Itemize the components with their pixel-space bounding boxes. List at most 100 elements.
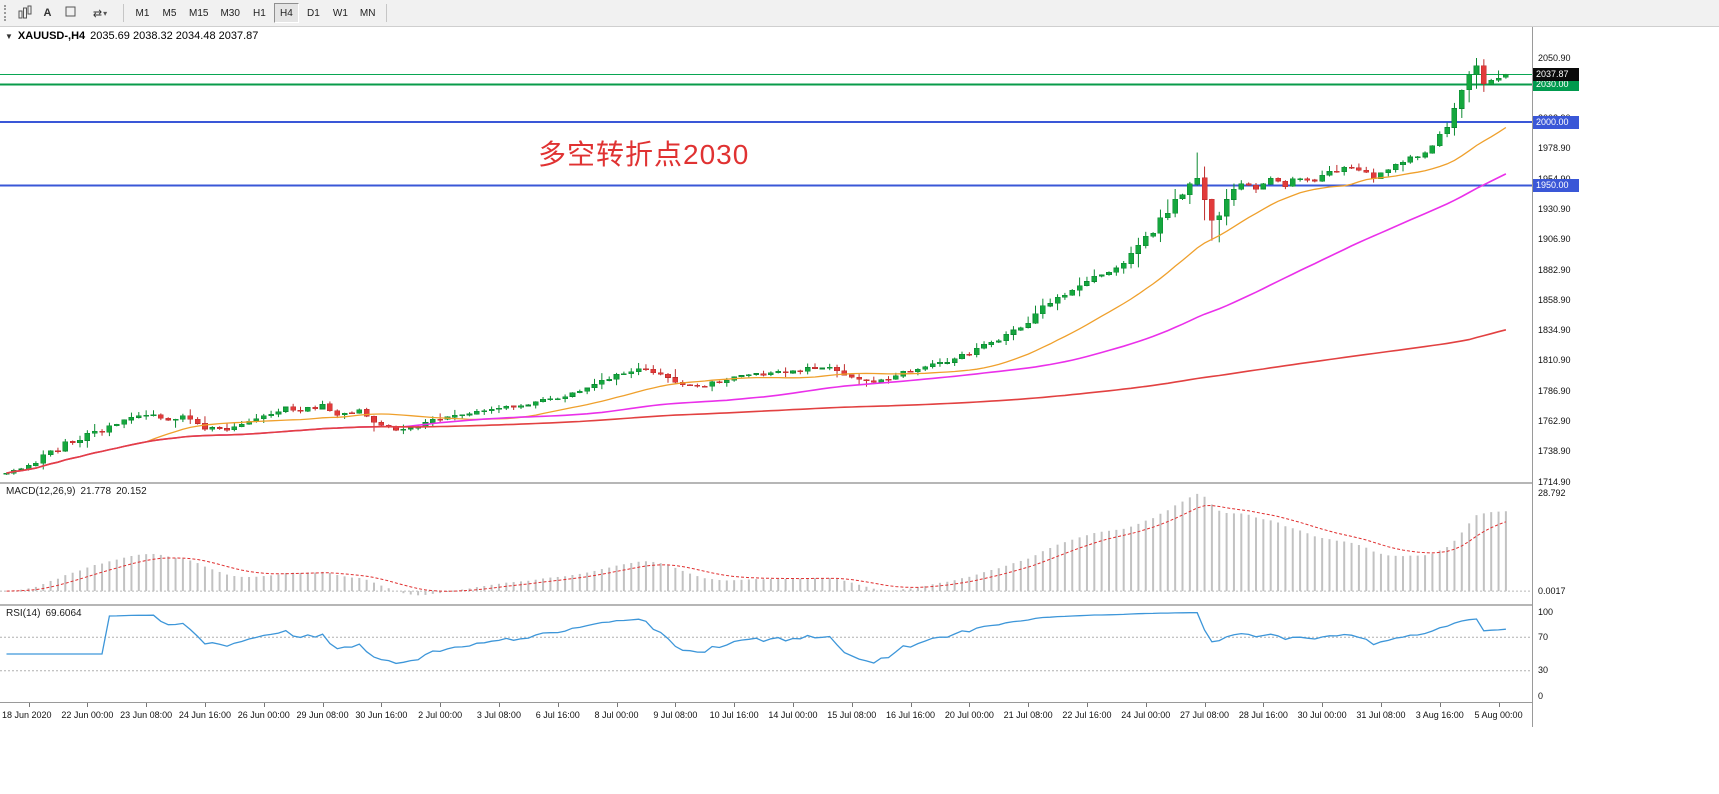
- pane-splitter[interactable]: [0, 482, 1719, 484]
- time-axis-border: [0, 702, 1719, 703]
- chart-title: ▼ XAUUSD-,H4 2035.69 2038.32 2034.48 203…: [5, 30, 258, 42]
- time-tick: [1204, 703, 1206, 707]
- time-axis-label: 8 Jul 00:00: [594, 710, 639, 720]
- time-tick: [28, 703, 30, 707]
- level-2030-badge: 2030.00: [1533, 77, 1579, 91]
- rsi-pane[interactable]: RSI(14) 69.6064: [0, 606, 1532, 702]
- text-tool-icon: A: [43, 7, 52, 19]
- cycle-symbols-button[interactable]: ⇄ ▾: [82, 3, 118, 24]
- macd-signal-value: 20.152: [116, 486, 147, 497]
- level-2000-badge: 2000.00: [1533, 115, 1579, 129]
- time-axis-label: 29 Jun 08:00: [296, 710, 349, 720]
- time-axis[interactable]: 18 Jun 2020 22 Jun 00:00 23 Jun 08:00 24 Ju…: [0, 703, 1532, 727]
- time-axis-label: 20 Jul 00:00: [944, 710, 994, 720]
- time-axis-label: 23 Jun 08:00: [120, 710, 173, 720]
- pane-splitter[interactable]: [0, 604, 1719, 606]
- cycle-arrows-icon: ⇄: [92, 7, 103, 20]
- time-axis-label: 28 Jul 16:00: [1238, 710, 1288, 720]
- text-tool-button[interactable]: A: [36, 3, 59, 24]
- toolbar-separator: [386, 4, 388, 22]
- shapes-button[interactable]: [59, 3, 82, 24]
- timeframe-button-mn[interactable]: MN: [355, 3, 381, 23]
- time-axis-label: 27 Jul 08:00: [1180, 710, 1230, 720]
- timeframe-button-h1[interactable]: H1: [247, 3, 272, 23]
- price-axis-label: 1978.90: [1538, 143, 1571, 154]
- rsi-axis-label: 100: [1538, 606, 1554, 617]
- price-axis-label: 2050.90: [1538, 52, 1571, 63]
- macd-label: MACD(12,26,9) 21.778 20.152: [6, 486, 152, 497]
- time-axis-label: 30 Jul 00:00: [1297, 710, 1347, 720]
- toolbar-grip[interactable]: [4, 5, 8, 21]
- time-tick: [1086, 703, 1088, 707]
- time-axis-label: 2 Jul 00:00: [418, 710, 463, 720]
- time-tick: [734, 703, 736, 707]
- time-tick: [557, 703, 559, 707]
- rsi-value: 69.6064: [45, 608, 82, 619]
- time-tick: [616, 703, 618, 707]
- price-axis-label: 1882.90: [1538, 264, 1571, 275]
- time-axis-label: 9 Jul 08:00: [653, 710, 698, 720]
- price-axis-label: 1810.90: [1538, 355, 1571, 366]
- time-tick: [969, 703, 971, 707]
- time-tick: [1322, 703, 1324, 707]
- time-tick: [1380, 703, 1382, 707]
- timeframe-button-m30[interactable]: M30: [215, 3, 244, 23]
- macd-pane[interactable]: MACD(12,26,9) 21.778 20.152: [0, 484, 1532, 604]
- time-axis-label: 3 Jul 08:00: [476, 710, 521, 720]
- price-axis-label: 1930.90: [1538, 203, 1571, 214]
- time-tick: [1498, 703, 1500, 707]
- timeframe-button-m1[interactable]: M1: [130, 3, 155, 23]
- collapse-arrow-icon[interactable]: ▼: [5, 31, 13, 41]
- shape-rect-icon: [64, 5, 77, 21]
- rsi-axis-label: 0: [1538, 690, 1544, 701]
- ohlc-readout: 2035.69 2038.32 2034.48 2037.87: [90, 30, 259, 42]
- time-axis-label: 15 Jul 08:00: [827, 710, 877, 720]
- macd-axis-label: 0.0017: [1538, 585, 1566, 596]
- time-axis-label: 30 Jun 16:00: [355, 710, 408, 720]
- time-tick: [146, 703, 148, 707]
- time-tick: [204, 703, 206, 707]
- macd-chart-svg[interactable]: [0, 484, 1532, 604]
- time-tick: [910, 703, 912, 707]
- time-tick: [381, 703, 383, 707]
- time-tick: [498, 703, 500, 707]
- time-axis-label: 22 Jun 00:00: [61, 710, 114, 720]
- time-tick: [87, 703, 89, 707]
- annotation-text: 多空转折点2030: [538, 139, 750, 170]
- timeframe-button-m15[interactable]: M15: [184, 3, 213, 23]
- price-scale[interactable]: 2050.902026.902002.901978.901954.901930.…: [1532, 27, 1719, 727]
- dropdown-caret-icon: ▾: [103, 8, 108, 18]
- time-axis-label: 31 Jul 08:00: [1356, 710, 1406, 720]
- timeframe-button-m5[interactable]: M5: [157, 3, 182, 23]
- chart-bars-icon: [18, 5, 32, 22]
- macd-axis-label: 28.792: [1538, 488, 1566, 499]
- time-axis-label: 5 Aug 00:00: [1474, 710, 1523, 720]
- price-axis-label: 1906.90: [1538, 234, 1571, 245]
- rsi-name: RSI(14): [6, 608, 41, 619]
- price-axis-label: 1834.90: [1538, 325, 1571, 336]
- timeframe-button-d1[interactable]: D1: [301, 3, 326, 23]
- macd-name: MACD(12,26,9): [6, 486, 76, 497]
- time-tick: [322, 703, 324, 707]
- time-axis-label: 14 Jul 00:00: [768, 710, 818, 720]
- plot-column: ▼ XAUUSD-,H4 2035.69 2038.32 2034.48 203…: [0, 27, 1532, 727]
- rsi-label: RSI(14) 69.6064: [6, 608, 87, 619]
- macd-main-value: 21.778: [80, 486, 112, 497]
- price-axis-label: 1738.90: [1538, 446, 1571, 457]
- charts-button[interactable]: [13, 3, 36, 24]
- time-tick: [440, 703, 442, 707]
- price-pane[interactable]: ▼ XAUUSD-,H4 2035.69 2038.32 2034.48 203…: [0, 27, 1532, 482]
- rsi-axis-label: 30: [1538, 665, 1549, 676]
- timeframe-buttons: M1 M5 M15 M30 H1 H4 D1 W1 MN: [129, 3, 381, 23]
- timeframe-button-h4[interactable]: H4: [273, 3, 299, 23]
- time-axis-label: 26 Jun 00:00: [237, 710, 290, 720]
- current-price-badge: 2037.87: [1533, 67, 1579, 81]
- price-axis-label: 1786.90: [1538, 385, 1571, 396]
- price-chart-svg[interactable]: [0, 27, 1532, 482]
- timeframe-button-w1[interactable]: W1: [328, 3, 353, 23]
- time-tick: [1145, 703, 1147, 707]
- rsi-chart-svg[interactable]: [0, 606, 1532, 702]
- price-axis-label: 1762.90: [1538, 415, 1571, 426]
- time-axis-label: 21 Jul 08:00: [1003, 710, 1053, 720]
